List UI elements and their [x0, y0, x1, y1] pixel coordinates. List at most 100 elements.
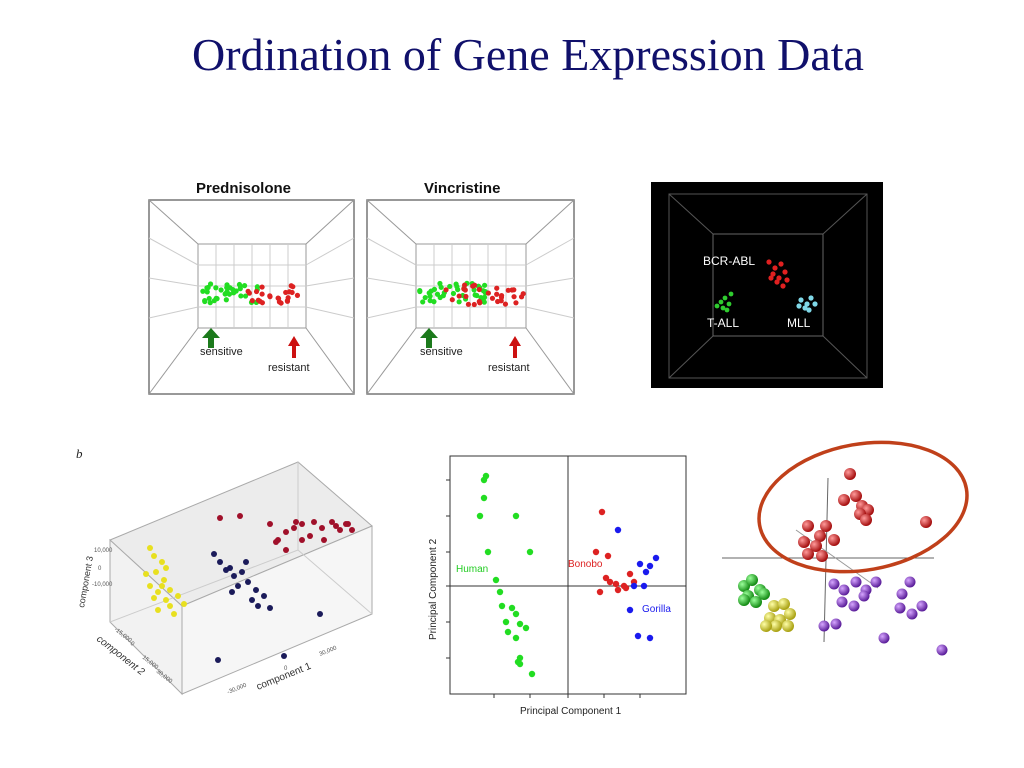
sensitive-point: [472, 292, 478, 298]
cluster-point: [299, 537, 305, 543]
resistant-point: [456, 293, 462, 299]
panel-letter: b: [76, 446, 83, 461]
cluster-point: [261, 593, 267, 599]
cluster-point: [211, 551, 217, 557]
human-point: [516, 660, 524, 668]
sensitive-point: [206, 295, 212, 302]
primate-pca-plot: Human Bonobo Gorilla Principal Component…: [428, 455, 687, 717]
gorilla-point: [614, 526, 622, 534]
human-point: [496, 588, 504, 596]
resistant-point: [249, 298, 255, 304]
cluster-sphere: [858, 590, 870, 602]
resistant-point: [253, 288, 260, 295]
resistant-point: [470, 283, 476, 289]
cluster-point: [167, 603, 173, 609]
cluster-point: [249, 597, 255, 603]
cluster-sphere: [782, 620, 794, 632]
resistant-point: [259, 291, 265, 297]
resistant-point: [485, 290, 491, 296]
cluster-sphere: [778, 598, 790, 610]
bonobo-point: [604, 552, 612, 560]
mll-point: [812, 301, 818, 307]
prednisolone-panel: Prednisolone sensitive resistant: [148, 178, 358, 398]
sensitive-point: [428, 288, 434, 294]
cluster-point: [163, 565, 169, 571]
resistant-point: [511, 287, 517, 293]
cluster-point: [283, 547, 289, 553]
cluster-point: [337, 527, 343, 533]
human-point: [492, 576, 500, 584]
x-axis-label: Principal Component 1: [520, 706, 622, 717]
cluster-point: [227, 565, 233, 571]
cluster-sphere: [828, 534, 840, 546]
bonobo-point: [596, 588, 604, 596]
cluster-point: [283, 529, 289, 535]
cluster-point: [267, 605, 273, 611]
sensitive-point: [207, 300, 213, 306]
resistant-point: [259, 284, 265, 290]
cluster-sphere: [746, 574, 758, 586]
prednisolone-plot: [148, 199, 355, 395]
cluster-point: [329, 519, 335, 525]
mll-point: [798, 297, 804, 303]
cluster-sphere: [838, 494, 850, 506]
cluster-sphere: [894, 602, 906, 614]
resistant-point: [283, 289, 289, 296]
sensitive-point: [431, 299, 437, 305]
cluster-point: [239, 569, 245, 575]
cluster-sphere: [802, 520, 814, 532]
leukemia-plot: [668, 193, 868, 379]
sensitive-point: [420, 299, 426, 305]
cluster-sphere: [920, 516, 932, 528]
tick-label: -10,000: [92, 582, 113, 588]
gorilla-point: [646, 562, 654, 570]
gorilla-point: [630, 582, 638, 590]
human-point: [512, 610, 520, 618]
cluster-point: [159, 583, 165, 589]
cluster-sphere: [878, 632, 890, 644]
resistant-point: [505, 287, 511, 293]
bcr-abl-point: [776, 275, 782, 281]
resistant-point: [462, 282, 468, 288]
cluster-point: [273, 539, 279, 545]
cluster-point: [307, 533, 313, 539]
bonobo-point: [592, 548, 600, 556]
human-point: [498, 602, 506, 610]
sensitive-point: [482, 282, 488, 288]
bcr-abl-point: [768, 275, 774, 281]
sensitive-point: [204, 289, 210, 295]
sensitive-point: [241, 283, 248, 289]
human-point: [480, 494, 488, 502]
resistant-point: [463, 293, 469, 300]
cluster-point: [151, 595, 157, 601]
resistant-point: [511, 294, 517, 300]
resistant-point: [498, 292, 505, 299]
mll-point: [802, 305, 808, 311]
sensitive-point: [422, 294, 428, 301]
human-point: [480, 476, 488, 484]
gorilla-point: [640, 582, 648, 590]
tick-label: 0: [129, 641, 136, 648]
human-point: [526, 548, 534, 556]
cluster-point: [171, 611, 177, 617]
resistant-point: [259, 300, 265, 306]
cluster-sphere: [816, 550, 828, 562]
cluster-sphere: [810, 540, 822, 552]
cluster-point: [155, 607, 161, 613]
cluster-sphere: [838, 584, 850, 596]
resistant-point: [443, 287, 449, 293]
cluster-sphere: [936, 644, 948, 656]
cluster-point: [163, 597, 169, 603]
gorilla-point: [636, 560, 644, 568]
tall-point: [728, 291, 734, 297]
sensitive-point: [200, 288, 206, 294]
human-point: [504, 628, 512, 636]
resistant-point: [267, 293, 273, 299]
cluster-point: [237, 513, 243, 519]
sensitive-point: [213, 285, 219, 291]
cluster-sphere: [904, 576, 916, 588]
resistant-label: resistant: [488, 362, 530, 374]
gorilla-point: [652, 554, 660, 562]
sensitive-point: [213, 295, 219, 301]
tall-point: [724, 307, 730, 313]
